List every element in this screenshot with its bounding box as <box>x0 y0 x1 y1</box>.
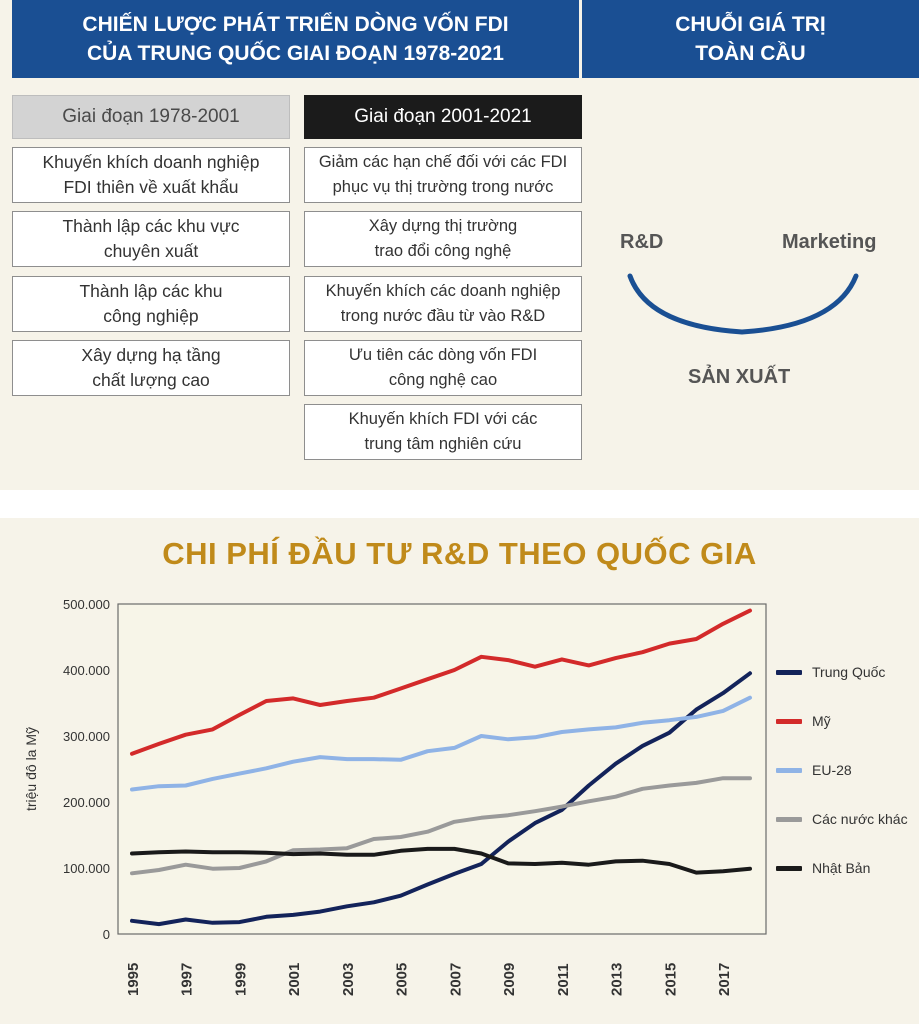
y-tick-label: 0 <box>103 927 110 942</box>
legend-item: EU-28 <box>776 760 852 780</box>
plot-area <box>117 603 767 935</box>
x-tick-label: 2015 <box>662 963 679 996</box>
legend-item: Các nước khác <box>776 809 908 829</box>
series-line <box>130 608 752 756</box>
y-tick-label: 500.000 <box>63 597 110 612</box>
legend-label: Các nước khác <box>812 811 908 827</box>
value-chain-marketing-label: Marketing <box>782 231 877 253</box>
phase1-item: Khuyến khích doanh nghiệp FDI thiên về x… <box>12 147 290 203</box>
y-tick-label: 200.000 <box>63 795 110 810</box>
phase2-item: Xây dựng thị trường trao đổi công nghệ <box>304 211 582 267</box>
legend-swatch <box>776 718 802 724</box>
x-tick-label: 2009 <box>501 963 518 996</box>
x-tick-label: 1995 <box>125 963 142 996</box>
series-line <box>130 776 752 876</box>
legend-item: Nhật Bản <box>776 858 870 878</box>
chart-title: CHI PHÍ ĐẦU TƯ R&D THEO QUỐC GIA <box>162 536 757 571</box>
phase2-item: Khuyến khích các doanh nghiệp trong nước… <box>304 276 582 332</box>
smile-curve <box>627 273 859 335</box>
phase1-item: Thành lập các khu vực chuyên xuất <box>12 211 290 267</box>
phase-1978-2001-label: Giai đoạn 1978-2001 <box>12 95 290 139</box>
x-tick-label: 2017 <box>716 963 733 996</box>
y-axis-label: triệu đô la Mỹ <box>23 727 39 811</box>
phase1-item: Xây dựng hạ tầng chất lượng cao <box>12 340 290 396</box>
legend-swatch <box>776 865 802 871</box>
series-line <box>130 695 752 792</box>
legend-label: Mỹ <box>812 713 831 729</box>
x-tick-label: 1999 <box>232 963 249 996</box>
legend-label: Nhật Bản <box>812 860 871 876</box>
phase2-item: Ưu tiên các dòng vốn FDI công nghệ cao <box>304 340 582 396</box>
x-tick-label: 2005 <box>394 963 411 996</box>
phase2-item: Giảm các hạn chế đối với các FDI phục vụ… <box>304 147 582 203</box>
legend-swatch <box>776 669 802 675</box>
phase2-item: Khuyến khích FDI với các trung tâm nghiê… <box>304 404 582 460</box>
x-tick-label: 1997 <box>179 963 196 996</box>
phase-2001-2021-label: Giai đoạn 2001-2021 <box>304 95 582 139</box>
legend-item: Trung Quốc <box>776 662 885 682</box>
x-tick-label: 2007 <box>447 963 464 996</box>
x-tick-label: 2001 <box>286 963 303 996</box>
y-tick-label: 100.000 <box>63 861 110 876</box>
legend-label: EU-28 <box>812 762 852 778</box>
legend-swatch <box>776 767 802 773</box>
x-tick-label: 2013 <box>609 963 626 996</box>
legend-item: Mỹ <box>776 711 831 731</box>
x-tick-label: 2003 <box>340 963 357 996</box>
phase1-item: Thành lập các khu công nghiệp <box>12 276 290 332</box>
y-tick-label: 300.000 <box>63 729 110 744</box>
series-line <box>130 671 752 927</box>
legend-label: Trung Quốc <box>812 664 886 680</box>
series-line <box>130 846 752 875</box>
value-chain-rnd-label: R&D <box>620 231 664 253</box>
strategy-header: CHIẾN LƯỢC PHÁT TRIỂN DÒNG VỐN FDI CỦA T… <box>12 0 579 78</box>
x-tick-label: 2011 <box>555 963 572 996</box>
y-tick-label: 400.000 <box>63 663 110 678</box>
value-chain-production-label: SẢN XUẤT <box>688 366 791 388</box>
legend-swatch <box>776 816 802 822</box>
value-chain-header: CHUỖI GIÁ TRỊ TOÀN CẦU <box>582 0 919 78</box>
